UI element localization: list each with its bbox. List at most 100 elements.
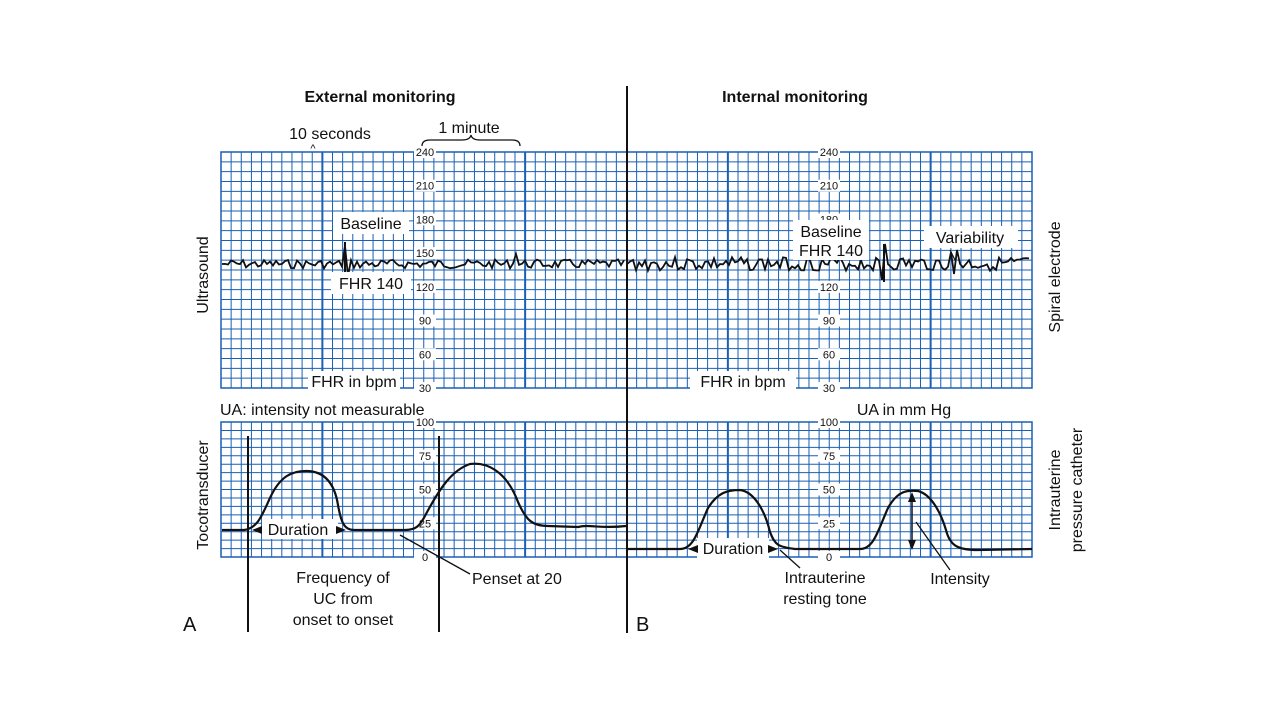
fhr-tick-240: 240: [820, 147, 838, 159]
intensity-arrow-top: [908, 492, 916, 502]
fhr-unit-left-bg: [308, 371, 400, 393]
fhr-tick-240: 240: [416, 147, 434, 159]
variability-label: Variability: [936, 230, 1004, 247]
duration-right-arrow-end: [768, 545, 778, 553]
fhr-unit-right-bg: [690, 371, 796, 393]
penset-label: Penset at 20: [472, 571, 562, 588]
fhr-unit-right: FHR in bpm: [700, 374, 785, 391]
intensity-arrow-bottom: [908, 540, 916, 550]
penset-pointer: [399, 534, 471, 575]
ua-tick-bg: [414, 551, 436, 563]
ua-tick-0: 0: [422, 552, 428, 564]
ua-tick-75: 75: [419, 451, 431, 463]
ua-tick-bg: [818, 483, 840, 496]
fhr-trace-external: [221, 245, 625, 277]
frequency-label-2: UC from: [313, 591, 373, 608]
duration-right-label: Duration: [703, 541, 763, 558]
ua-tick-bg: [818, 449, 840, 462]
intensity-pointer: [915, 521, 951, 571]
duration-left-bg: [262, 519, 338, 539]
fhr-axis-left: 240 210 180 150 120 90 60 30: [414, 146, 436, 395]
ua-axis-right: 100 75 50 25 0: [818, 416, 840, 564]
ten-seconds-label: 10 seconds: [289, 126, 371, 143]
resting-tone-label-2: resting tone: [783, 591, 867, 608]
fhr-tick-bg: [414, 247, 436, 260]
fhr-tick-bg: [818, 146, 840, 158]
variability-pointer: [949, 249, 957, 263]
fhr-tick-90: 90: [419, 316, 431, 328]
fhr-tick-120: 120: [416, 282, 434, 294]
variability-bg: [924, 226, 1018, 248]
fhr-trace-internal: [626, 243, 1030, 281]
ua-tick-50: 50: [419, 485, 431, 497]
fhr-tick-30: 30: [419, 383, 431, 395]
fhr-tick-bg: [414, 314, 436, 327]
ua-tick-100: 100: [416, 417, 434, 429]
fhr-tick-180: 180: [416, 214, 434, 226]
ua-external-label: UA: intensity not measurable: [220, 402, 425, 419]
resting-tone-label-1: Intrauterine: [785, 570, 866, 587]
resting-tone-pointer: [779, 549, 801, 569]
ua-tick-bg: [818, 416, 840, 428]
one-minute-label: 1 minute: [438, 120, 499, 137]
ua-tick-75: 75: [823, 451, 835, 463]
duration-left-arrow-end: [336, 526, 346, 534]
ua-tick-bg: [414, 416, 436, 428]
duration-left-label: Duration: [268, 522, 328, 539]
baseline-left-label: Baseline: [340, 216, 401, 233]
ua-trace-internal: [627, 488, 1033, 552]
fhr-tick-60: 60: [419, 349, 431, 361]
fhr-tick-bg: [818, 314, 840, 327]
panel-letter-b: B: [636, 614, 649, 636]
tocotransducer-label: Tocotransducer: [195, 440, 212, 550]
fhr140-left-label: FHR 140: [339, 276, 403, 293]
spiral-electrode-label: Spiral electrode: [1047, 221, 1064, 332]
ultrasound-label: Ultrasound: [195, 236, 212, 313]
fhr-tick-210: 210: [416, 181, 434, 193]
fhr140-right-bg: [793, 240, 869, 260]
frequency-label-1: Frequency of: [296, 570, 390, 587]
ua-tick-bg: [414, 517, 436, 530]
baseline-left-bg: [333, 212, 409, 234]
duration-left-arrow-start: [252, 526, 262, 534]
ua-tick-bg: [414, 483, 436, 496]
title-internal: Internal monitoring: [722, 89, 868, 106]
ua-trace-external: [222, 462, 627, 532]
iupc-label-line2: pressure catheter: [1069, 427, 1086, 552]
fhr-tick-bg: [414, 146, 436, 158]
panel-letter-a: A: [183, 614, 197, 636]
duration-right-arrow-start: [688, 545, 698, 553]
fhr-tick-bg: [414, 348, 436, 361]
fhr-tick-bg: [414, 280, 436, 293]
iupc-label-line1: Intrauterine: [1047, 449, 1064, 530]
fhr-tick-bg: [818, 382, 840, 394]
ua-tick-bg: [414, 449, 436, 462]
ten-seconds-marker: ^: [310, 143, 316, 155]
fhr-tick-bg: [414, 213, 436, 226]
fhr-tick-bg: [818, 280, 840, 293]
baseline-right-label: Baseline: [800, 224, 861, 241]
fhr-tick-bg: [414, 179, 436, 192]
fhr140-right-label: FHR 140: [799, 243, 863, 260]
ua-tick-0: 0: [826, 552, 832, 564]
intensity-label: Intensity: [930, 571, 990, 588]
ua-grid: [220, 421, 1033, 558]
fhr-tick-90: 90: [823, 316, 835, 328]
fhr140-left-bg: [331, 272, 411, 294]
title-external: External monitoring: [304, 89, 455, 106]
ua-tick-25: 25: [823, 518, 835, 530]
fhr-tick-bg: [818, 179, 840, 192]
ua-internal-label: UA in mm Hg: [857, 402, 951, 419]
frequency-label-3: onset to onset: [293, 612, 394, 629]
duration-right-bg: [697, 538, 769, 558]
ua-tick-50: 50: [823, 485, 835, 497]
fhr-tick-150: 150: [416, 248, 434, 260]
fhr-tick-bg: [414, 382, 436, 394]
baseline-right-bg: [793, 220, 869, 242]
one-minute-brace: [421, 134, 521, 147]
ua-tick-bg: [818, 517, 840, 530]
fhr-tick-120: 120: [820, 282, 838, 294]
